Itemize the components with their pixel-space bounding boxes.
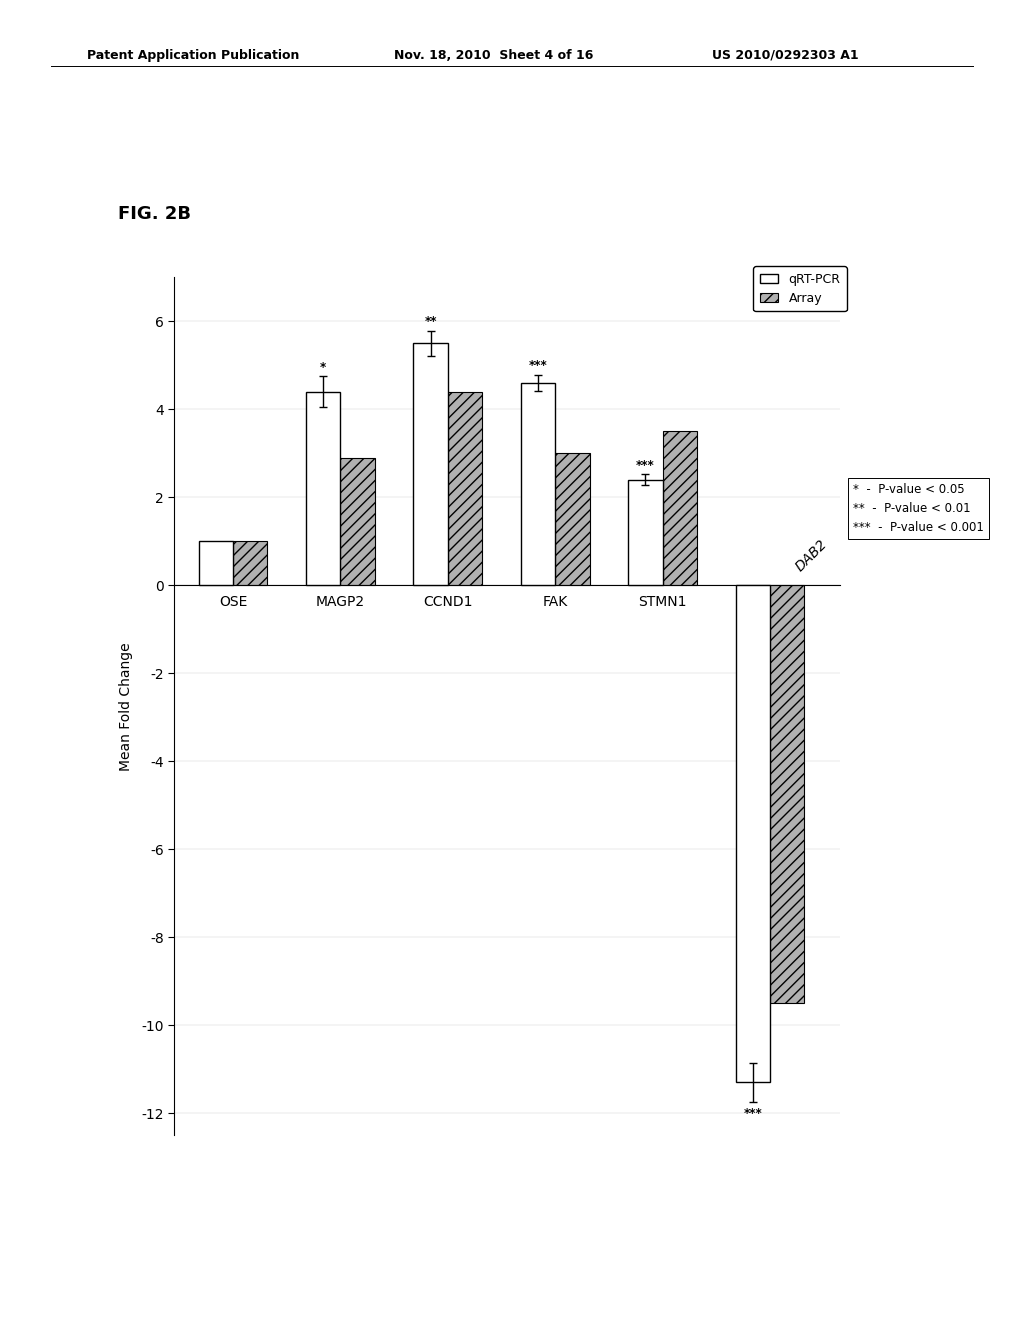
Text: *  -  P-value < 0.05
**  -  P-value < 0.01
***  -  P-value < 0.001: * - P-value < 0.05 ** - P-value < 0.01 *… bbox=[853, 483, 984, 535]
Bar bbox=[447, 392, 482, 585]
Bar bbox=[306, 392, 340, 585]
Bar bbox=[414, 343, 447, 585]
Text: ***: *** bbox=[528, 359, 548, 372]
Legend: qRT-PCR, Array: qRT-PCR, Array bbox=[754, 267, 847, 312]
Text: ***: *** bbox=[743, 1106, 762, 1119]
Bar bbox=[340, 458, 375, 585]
Text: ***: *** bbox=[636, 458, 654, 471]
Text: FIG. 2B: FIG. 2B bbox=[118, 205, 190, 223]
Bar bbox=[735, 585, 770, 1082]
Bar bbox=[663, 432, 697, 585]
Bar bbox=[199, 541, 233, 585]
Text: Nov. 18, 2010  Sheet 4 of 16: Nov. 18, 2010 Sheet 4 of 16 bbox=[394, 49, 594, 62]
Text: DAB2: DAB2 bbox=[793, 537, 829, 574]
Text: **: ** bbox=[424, 314, 437, 327]
Bar bbox=[770, 585, 804, 1003]
Bar bbox=[555, 453, 590, 585]
Bar bbox=[628, 479, 663, 585]
Bar bbox=[521, 383, 555, 585]
Bar bbox=[233, 541, 267, 585]
Text: Patent Application Publication: Patent Application Publication bbox=[87, 49, 299, 62]
Text: *: * bbox=[321, 360, 327, 374]
Text: US 2010/0292303 A1: US 2010/0292303 A1 bbox=[712, 49, 858, 62]
Y-axis label: Mean Fold Change: Mean Fold Change bbox=[119, 642, 133, 771]
